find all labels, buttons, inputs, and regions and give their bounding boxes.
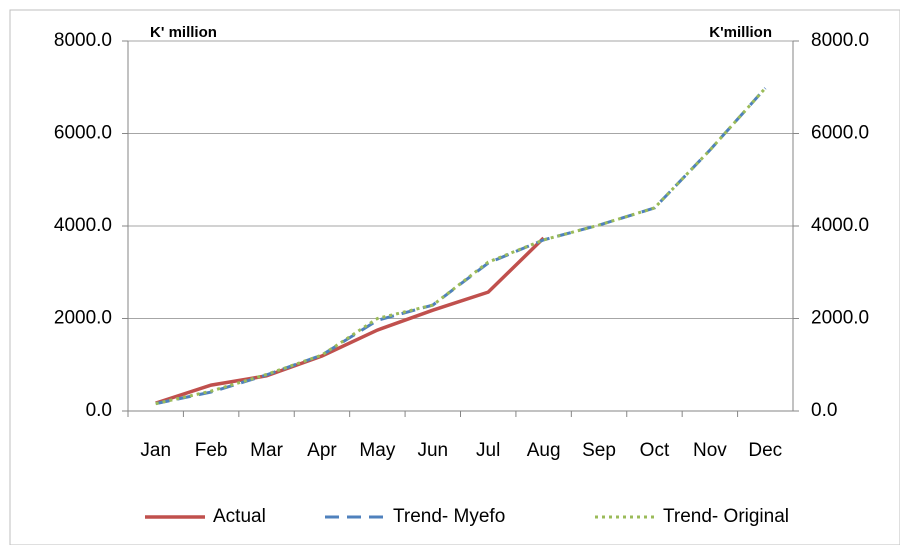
x-tick-label: May [359, 440, 395, 461]
x-tick-label: Oct [640, 440, 670, 461]
y2-axis-title: K'million [709, 24, 772, 41]
y-tick-label: 4000.0 [54, 215, 112, 236]
legend-label: Trend- Myefo [393, 506, 505, 527]
series-line [155, 87, 767, 406]
legend-label: Actual [213, 506, 266, 527]
x-tick-label: Apr [307, 440, 337, 461]
y2-tick-label: 0.0 [811, 400, 837, 421]
legend-label: Trend- Original [663, 506, 789, 527]
y-tick-label: 8000.0 [54, 30, 112, 51]
y-axis-title: K' million [150, 24, 217, 41]
y2-tick-label: 8000.0 [811, 30, 869, 51]
x-tick-label: Aug [527, 440, 561, 461]
x-tick-label: Feb [195, 440, 228, 461]
y2-tick-label: 2000.0 [811, 308, 869, 329]
y-tick-label: 2000.0 [54, 308, 112, 329]
x-tick-label: Jun [417, 440, 448, 461]
y2-tick-label: 6000.0 [811, 123, 869, 144]
y-tick-label: 0.0 [86, 400, 112, 421]
x-tick-label: Nov [693, 440, 727, 461]
y2-tick-label: 4000.0 [811, 215, 869, 236]
x-tick-label: Jan [140, 440, 171, 461]
chart-frame [9, 9, 900, 545]
x-tick-label: Dec [748, 440, 782, 461]
series-line [155, 87, 767, 406]
x-tick-label: Sep [582, 440, 616, 461]
x-tick-label: Jul [476, 440, 500, 461]
series-line [155, 236, 545, 405]
y-tick-label: 6000.0 [54, 123, 112, 144]
x-tick-label: Mar [250, 440, 283, 461]
